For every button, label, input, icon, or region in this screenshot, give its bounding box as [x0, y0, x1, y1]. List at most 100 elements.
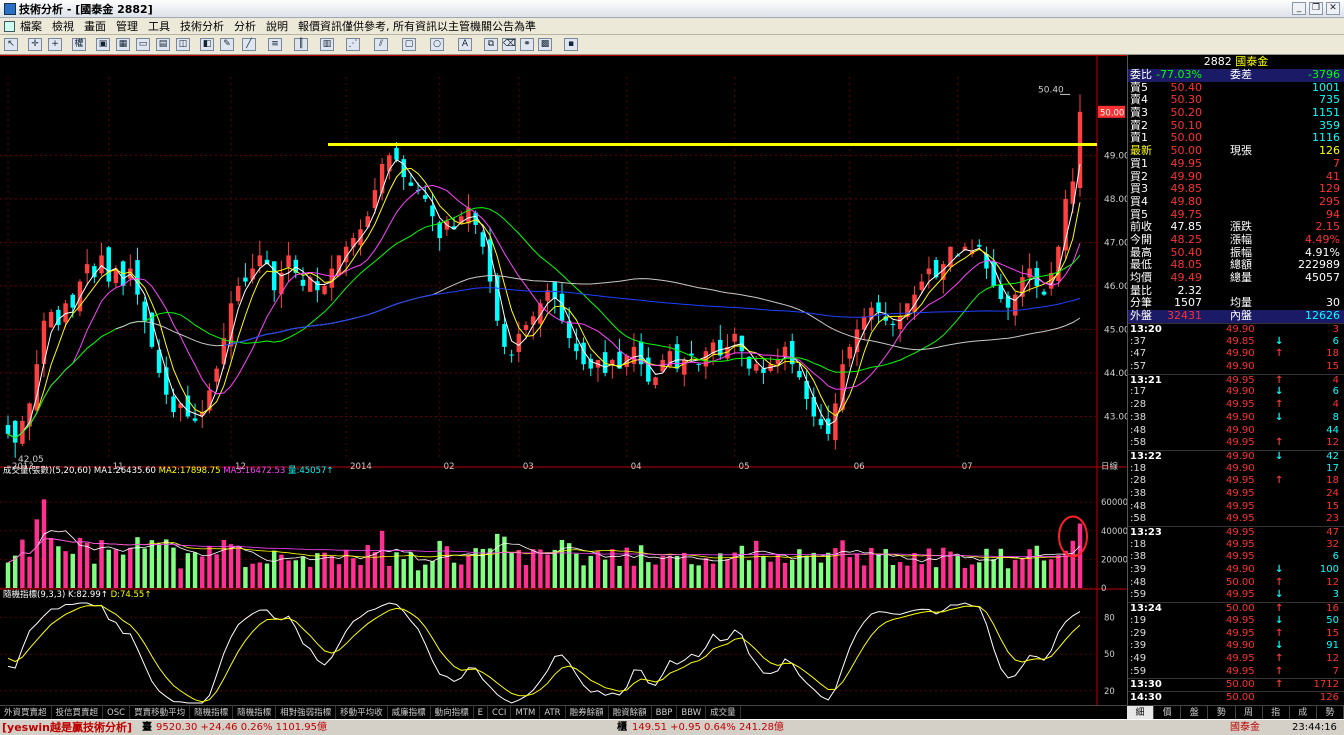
eraser-icon[interactable]: ⌫	[502, 38, 516, 51]
panel-tab[interactable]: 周	[1235, 705, 1263, 719]
quote-value2: 30	[1326, 296, 1340, 310]
pointer-tool-icon[interactable]: ↖	[4, 38, 18, 51]
panel-tab[interactable]: 指	[1262, 705, 1290, 719]
panel-tab[interactable]: 價	[1154, 705, 1182, 719]
indicator-tab[interactable]: 移動平均收	[336, 706, 388, 719]
volume-bar	[70, 553, 75, 588]
palette-icon[interactable]: ▩	[538, 38, 552, 51]
quote-value2: 1116	[1312, 131, 1340, 145]
quote-row: 均價 49.49 總量 45057	[1128, 271, 1344, 285]
indicator-tab[interactable]: 買賣移動平均	[130, 706, 191, 719]
split-icon[interactable]: ◫	[176, 38, 190, 51]
fan-icon[interactable]: ⋰	[346, 38, 360, 51]
copy-icon[interactable]: ⧉	[484, 38, 498, 51]
rect-icon[interactable]: ▢	[402, 38, 416, 51]
indicator-tab[interactable]: CCI	[488, 706, 512, 719]
tick-list[interactable]: 13:20 49.90 3:37 49.85 ↓ 6:47 49.90 ↑ 18…	[1128, 323, 1344, 704]
volume-last: 量:45057↑	[288, 466, 334, 476]
menu-analysis[interactable]: 分析	[234, 20, 256, 33]
indicator-tab[interactable]: 隨機指標	[190, 706, 234, 719]
window-icon[interactable]: ▭	[136, 38, 150, 51]
link-icon[interactable]: ⚭	[520, 38, 534, 51]
volume-tick-label: 0	[1101, 584, 1106, 594]
channel-icon[interactable]: ⫽	[374, 38, 388, 51]
minimize-button[interactable]: _	[1292, 2, 1306, 15]
volume-bar	[1070, 540, 1076, 588]
indicator-tab[interactable]: MTM	[511, 706, 541, 719]
indicator-tab[interactable]: 投信買賣超	[52, 706, 104, 719]
save-icon[interactable]: ▪	[564, 38, 578, 51]
technical-chart[interactable]: 43.00 44.00 45.00 46.00 47.00 48.00 49.00 2013 1…	[0, 55, 1127, 705]
candle-body	[12, 420, 18, 443]
quote-label: 買1	[1130, 156, 1148, 170]
candle-body	[70, 294, 75, 308]
vline-icon[interactable]: ║	[294, 38, 308, 51]
candle-body	[818, 418, 824, 426]
volume-bar	[480, 549, 486, 588]
menu-screen[interactable]: 畫面	[84, 20, 106, 33]
indicator-tab[interactable]: ATR	[540, 706, 566, 719]
close-button[interactable]: ✕	[1326, 2, 1340, 15]
candle-body	[509, 354, 514, 356]
volume-bar	[235, 545, 241, 588]
tick-qty: 3	[1332, 324, 1339, 335]
candle-body	[221, 338, 227, 365]
candle-body	[710, 342, 716, 355]
candle-body	[351, 238, 356, 248]
indicator-tab[interactable]: 外資買賣超	[0, 706, 52, 719]
ellipse-icon[interactable]: ○	[430, 38, 444, 51]
panel-tab[interactable]: 勢	[1316, 705, 1344, 719]
indicator-tab[interactable]: OSC	[103, 706, 131, 719]
volume-bar	[1005, 568, 1011, 588]
panel-tab[interactable]: 盤	[1181, 705, 1209, 719]
period-icon[interactable]: ◧	[200, 38, 214, 51]
menu-tech-analysis[interactable]: 技術分析	[180, 20, 224, 33]
quote-value: 49.90	[1170, 169, 1203, 183]
chart-bg	[0, 55, 1127, 705]
menu-view[interactable]: 檢視	[52, 20, 74, 33]
indicator-tab[interactable]: E	[474, 706, 489, 719]
trendline-icon[interactable]: ╱	[242, 38, 256, 51]
indicator-tab[interactable]: 隨機指標	[233, 706, 277, 719]
ma-line-20	[7, 207, 1081, 439]
weight-dropdown[interactable]: 權	[72, 38, 86, 51]
menu-tools[interactable]: 工具	[148, 20, 170, 33]
indicator-tab[interactable]: 成交量	[706, 706, 741, 719]
menu-file[interactable]: 檔案	[20, 20, 42, 33]
quote-label2: 總額	[1230, 258, 1252, 272]
volume-bar	[538, 549, 543, 588]
layout-icon[interactable]: ▤	[156, 38, 170, 51]
indicator-tab[interactable]: BBW	[677, 706, 707, 719]
candle-body	[48, 312, 54, 328]
restore-button[interactable]: ❐	[1309, 2, 1323, 15]
panel-tab[interactable]: 成	[1289, 705, 1317, 719]
indicator-tab[interactable]: 相對強弱指標	[276, 706, 337, 719]
indicator-tab[interactable]: 動向指標	[431, 706, 474, 719]
text-tool-icon[interactable]: A	[458, 38, 472, 51]
chart-type-icon[interactable]: ▣	[96, 38, 110, 51]
quote-label2: 漲跌	[1230, 220, 1252, 234]
fib-icon[interactable]: ▥	[320, 38, 334, 51]
indicator-tab[interactable]: 融資餘額	[609, 706, 652, 719]
volume-bar	[833, 548, 838, 588]
panel-tab[interactable]: 細	[1127, 705, 1155, 719]
candle-body	[243, 277, 248, 282]
volume-bar	[1048, 559, 1054, 588]
candle-body	[300, 279, 306, 286]
quote-value: 50.30	[1170, 93, 1203, 107]
volume-bar	[797, 549, 802, 588]
draw-icon[interactable]: ✎	[220, 38, 234, 51]
crosshair-icon[interactable]: ✛	[28, 38, 42, 51]
mdi-doc-icon[interactable]	[4, 20, 15, 32]
indicator-tab[interactable]: 融券餘額	[566, 706, 609, 719]
grid-icon[interactable]: ▦	[116, 38, 130, 51]
volume-bar	[408, 552, 414, 588]
hline-icon[interactable]: ≡	[268, 38, 282, 51]
indicator-tab[interactable]: 威廉指標	[388, 706, 431, 719]
panel-tab[interactable]: 勢	[1208, 705, 1236, 719]
zoom-in-icon[interactable]: +	[48, 38, 62, 51]
indicator-tab[interactable]: BBP	[652, 706, 678, 719]
candle-body	[682, 359, 687, 375]
menu-help[interactable]: 說明	[266, 20, 288, 33]
menu-manage[interactable]: 管理	[116, 20, 138, 33]
